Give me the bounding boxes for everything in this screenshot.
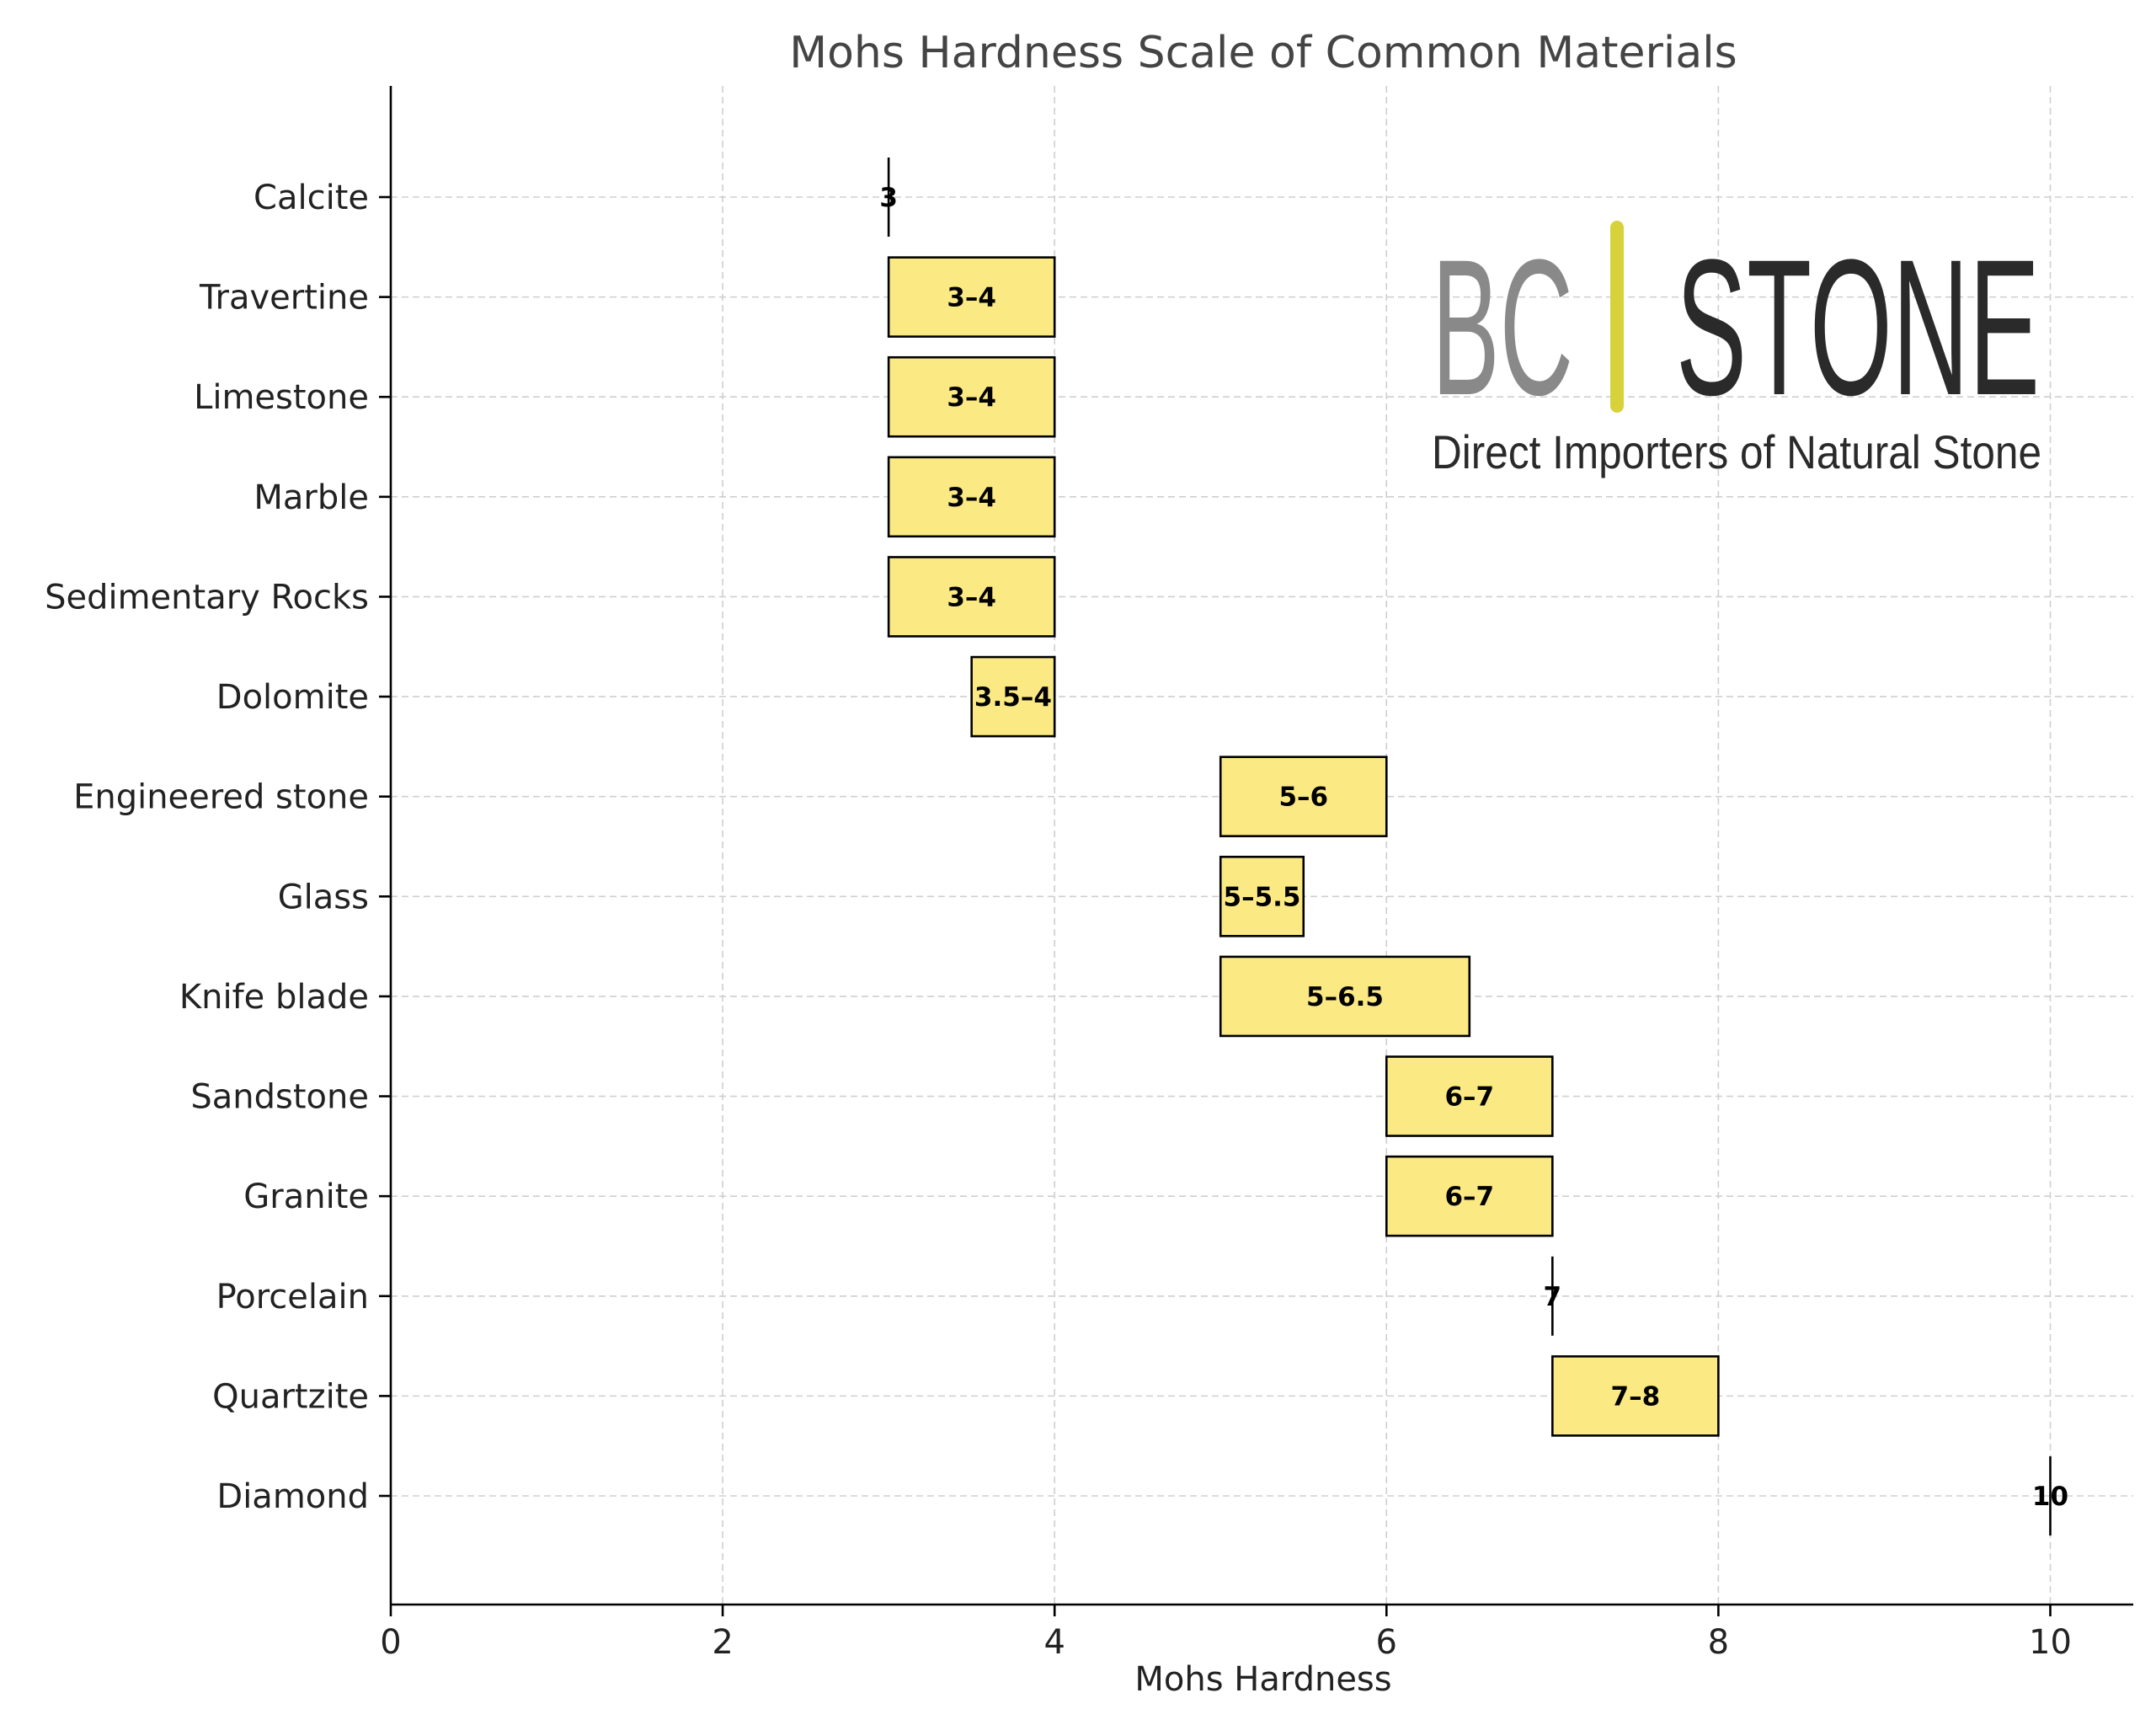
y-tick-label: Diamond <box>216 1477 369 1516</box>
logo-divider <box>1610 221 1624 413</box>
y-tick-label: Sandstone <box>190 1078 369 1117</box>
y-tick-label: Dolomite <box>216 678 369 717</box>
bar <box>1551 1355 1720 1437</box>
bar-value-label: 3.5–4 <box>974 682 1052 713</box>
x-axis-label: Mohs Hardness <box>1134 1660 1391 1699</box>
bar-value-label: 5–5.5 <box>1224 882 1301 912</box>
x-tick-label: 4 <box>1043 1623 1065 1662</box>
bar-value-label: 7–8 <box>1611 1381 1661 1412</box>
x-tick-label: 6 <box>1376 1623 1397 1662</box>
brand-logo: BC STONE Direct Importers of Natural Sto… <box>1432 219 2041 478</box>
bar <box>887 355 1056 438</box>
y-tick-label: Marble <box>253 478 369 517</box>
y-tick-label: Quartzite <box>212 1377 369 1416</box>
bar-value-label: 10 <box>2032 1482 2068 1512</box>
bar-value-label: 6–7 <box>1444 1082 1494 1113</box>
axes: Calcite Travertine Limestone Marble Sediment… <box>45 86 2133 1662</box>
x-tick-label: 8 <box>1708 1623 1729 1662</box>
bar-value-label: 3–4 <box>947 382 996 413</box>
bar <box>1385 1155 1554 1237</box>
bar <box>970 655 1056 738</box>
x-tick-label: 2 <box>712 1623 733 1662</box>
bar-value-label: 3–4 <box>947 582 996 612</box>
y-tick-label: Calcite <box>253 179 369 217</box>
bar-value-label: 5–6.5 <box>1306 982 1384 1012</box>
bar <box>1219 856 1305 937</box>
bar <box>1219 756 1388 837</box>
y-tick-label: Granite <box>243 1178 369 1216</box>
chart-title: Mohs Hardness Scale of Common Materials <box>789 28 1737 78</box>
bar <box>1385 1055 1554 1137</box>
y-tick-label: Glass <box>278 878 369 916</box>
x-tick-label: 10 <box>2029 1623 2072 1662</box>
y-tick-label: Limestone <box>194 378 369 417</box>
y-tick-label: Sedimentary Rocks <box>45 578 369 617</box>
bar <box>887 256 1056 338</box>
bar <box>1219 955 1471 1038</box>
bar-value-label: 3 <box>879 183 898 213</box>
bar <box>887 556 1056 638</box>
bar-value-label: 3–4 <box>947 283 996 313</box>
y-tick-label: Travertine <box>199 279 369 318</box>
bar-value-label: 7 <box>1544 1282 1562 1312</box>
logo-tagline: Direct Importers of Natural Stone <box>1432 425 2041 478</box>
bars: 3 3–4 3–4 3–4 3–4 3.5–4 5–6 5–5.5 5–6.5 6–7 6–7 7 7–… <box>879 158 2068 1535</box>
x-tick-label: 0 <box>380 1623 401 1662</box>
y-tick-label: Engineered stone <box>73 778 369 817</box>
logo-stone-text: STONE <box>1676 219 2040 435</box>
y-tick-label: Porcelain <box>216 1278 369 1316</box>
bar-value-label: 6–7 <box>1444 1182 1494 1212</box>
y-tick-label: Knife blade <box>179 978 369 1017</box>
bar <box>887 456 1056 538</box>
bar-value-label: 3–4 <box>947 483 996 513</box>
bar-value-label: 5–6 <box>1278 782 1328 813</box>
logo-bc-text: BC <box>1432 219 1573 435</box>
